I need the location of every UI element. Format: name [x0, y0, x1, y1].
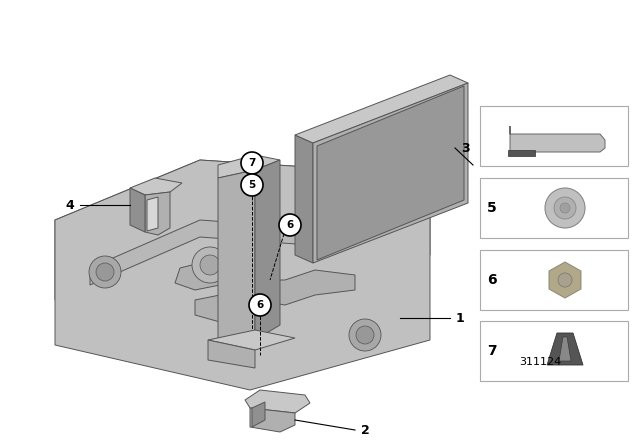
Text: 7: 7 — [248, 158, 256, 168]
Polygon shape — [245, 390, 310, 413]
Text: 7: 7 — [487, 344, 497, 358]
Polygon shape — [250, 408, 295, 432]
Circle shape — [279, 214, 301, 236]
Polygon shape — [55, 160, 430, 255]
Polygon shape — [547, 333, 583, 365]
Polygon shape — [510, 126, 605, 152]
Text: 2: 2 — [361, 423, 370, 436]
Polygon shape — [218, 155, 280, 178]
Circle shape — [554, 197, 576, 219]
Polygon shape — [255, 160, 280, 340]
FancyBboxPatch shape — [480, 321, 628, 381]
Polygon shape — [549, 262, 581, 298]
Polygon shape — [295, 75, 468, 143]
Text: 4: 4 — [65, 198, 74, 211]
Circle shape — [349, 319, 381, 351]
Polygon shape — [208, 340, 255, 368]
Text: 311124: 311124 — [519, 357, 561, 367]
Polygon shape — [90, 220, 310, 285]
Polygon shape — [130, 178, 182, 195]
FancyBboxPatch shape — [480, 178, 628, 238]
Text: 5: 5 — [248, 180, 255, 190]
Circle shape — [545, 188, 585, 228]
Polygon shape — [317, 86, 464, 260]
Text: 5: 5 — [487, 201, 497, 215]
FancyBboxPatch shape — [480, 106, 628, 166]
Text: 1: 1 — [456, 311, 465, 324]
Circle shape — [192, 247, 228, 283]
Text: 6: 6 — [257, 300, 264, 310]
Polygon shape — [295, 135, 313, 263]
Circle shape — [200, 255, 220, 275]
Circle shape — [560, 203, 570, 213]
Polygon shape — [147, 197, 158, 231]
Polygon shape — [175, 258, 355, 322]
Circle shape — [89, 256, 121, 288]
Polygon shape — [55, 195, 200, 300]
Polygon shape — [55, 160, 430, 390]
Polygon shape — [208, 330, 295, 350]
Polygon shape — [252, 402, 265, 427]
Polygon shape — [200, 195, 430, 255]
Polygon shape — [130, 188, 145, 232]
Polygon shape — [145, 192, 170, 235]
Circle shape — [241, 152, 263, 174]
Polygon shape — [218, 170, 255, 348]
Polygon shape — [313, 83, 468, 263]
Circle shape — [249, 294, 271, 316]
Circle shape — [241, 174, 263, 196]
Text: 3: 3 — [461, 142, 470, 155]
Polygon shape — [508, 150, 535, 156]
FancyBboxPatch shape — [480, 250, 628, 310]
Circle shape — [96, 263, 114, 281]
Circle shape — [356, 326, 374, 344]
Polygon shape — [559, 337, 571, 361]
Text: 6: 6 — [286, 220, 294, 230]
Text: 6: 6 — [487, 273, 497, 287]
Circle shape — [558, 273, 572, 287]
